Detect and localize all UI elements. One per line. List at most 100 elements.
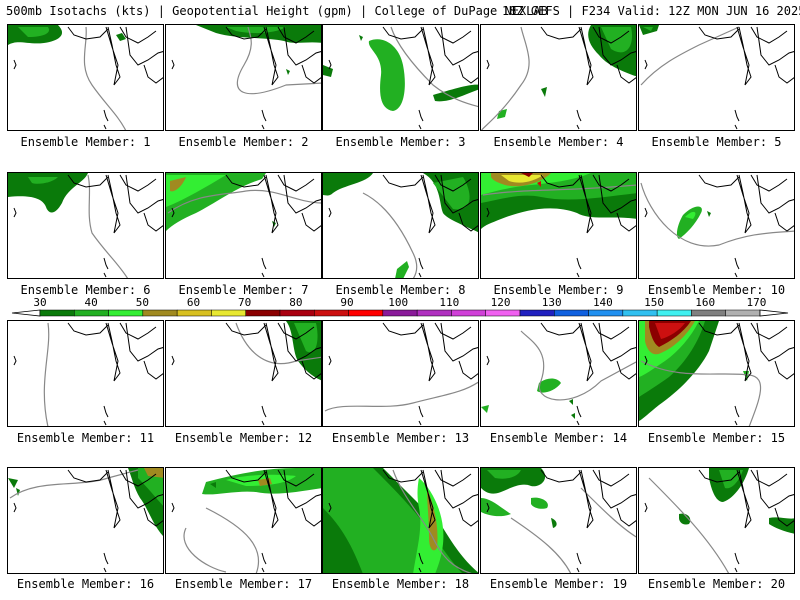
coastline-outline [458, 507, 478, 527]
coastline-outline [576, 124, 580, 130]
member-map [481, 468, 636, 573]
ensemble-map-panel [7, 172, 164, 279]
colorbar-swatch [314, 309, 349, 317]
member-label: Ensemble Member: 10 [647, 283, 786, 297]
member-label: Ensemble Member: 17 [174, 577, 313, 591]
coastline-outline [598, 174, 636, 214]
coastline-outline [261, 552, 267, 565]
coastline-outline [277, 26, 315, 44]
colorbar-tick-label: 120 [490, 296, 511, 309]
coastline-outline [598, 322, 636, 362]
colorbar-swatch [382, 309, 418, 317]
coastline-outline [225, 469, 267, 483]
colorbar-swatch [211, 309, 246, 317]
member-label: Ensemble Member: 15 [647, 431, 786, 445]
coastline-outline [734, 420, 738, 426]
height-contour [362, 192, 418, 278]
coastline-outline [119, 469, 157, 487]
coastline-outline [225, 26, 267, 40]
coastline-outline [105, 322, 121, 382]
height-contour [640, 26, 740, 86]
coastline-outline [263, 322, 279, 382]
ensemble-map-panel [7, 24, 164, 131]
height-contour [324, 381, 478, 412]
colorbar-swatch [691, 309, 726, 317]
coastline-outline [105, 469, 121, 529]
height-contour [392, 469, 472, 573]
coastline-outline [277, 174, 315, 192]
colorbar-tick-label: 50 [135, 296, 149, 309]
isotach-shading [487, 470, 521, 479]
coastline-outline [734, 567, 738, 573]
coastline-outline [576, 109, 582, 122]
coastline-outline [418, 124, 422, 130]
member-label: Ensemble Member: 9 [493, 283, 624, 297]
isotach-shading [433, 84, 478, 102]
coastline-outline [171, 502, 175, 513]
coastline-outline [382, 469, 424, 483]
coastline-outline [382, 322, 424, 336]
coastline-outline [540, 26, 582, 40]
coastline-outline [328, 502, 332, 513]
coastline-outline [644, 502, 648, 513]
ensemble-map-panel [480, 24, 637, 131]
height-contour [481, 26, 530, 130]
member-label: Ensemble Member: 7 [178, 283, 309, 297]
ensemble-map-panel [165, 24, 322, 131]
coastline-outline [382, 174, 424, 188]
coastline-outline [698, 322, 740, 336]
member-map [639, 321, 794, 426]
coastline-outline [261, 567, 265, 573]
isotach-shading [323, 65, 333, 77]
ensemble-map-panel [638, 172, 795, 279]
coastline-outline [576, 405, 582, 418]
coastline-outline [171, 59, 175, 70]
height-contour [167, 189, 321, 214]
coastline-outline [13, 207, 17, 218]
member-map [323, 173, 478, 278]
coastline-outline [263, 174, 279, 234]
coastline-outline [382, 26, 424, 40]
coastline-outline [750, 174, 788, 192]
coastline-outline [301, 212, 321, 232]
coastline-outline [125, 469, 163, 509]
member-label: Ensemble Member: 5 [651, 135, 782, 149]
coastline-outline [263, 469, 279, 529]
isotach-shading [28, 177, 58, 184]
ensemble-map-panel [7, 467, 164, 574]
coastline-outline [418, 405, 424, 418]
coastline-outline [261, 124, 265, 130]
isotach-shading [226, 27, 286, 34]
map-title: 500mb Isotachs (kts) | Geopotential Heig… [6, 4, 548, 18]
coastline-outline [328, 207, 332, 218]
isotach-shading [569, 399, 573, 405]
colorbar-tick-label: 140 [592, 296, 613, 309]
colorbar-tick-label: 170 [746, 296, 767, 309]
colorbar-swatch [451, 309, 486, 317]
member-label: Ensemble Member: 11 [16, 431, 155, 445]
coastline-outline [486, 502, 490, 513]
coastline-outline [616, 360, 636, 380]
coastline-outline [592, 322, 630, 340]
member-map [171, 321, 321, 426]
colorbar-tick-label: 40 [84, 296, 98, 309]
colorbar-swatch [245, 309, 281, 317]
coastline-outline [440, 322, 478, 362]
member-map [481, 173, 636, 278]
coastline-outline [301, 64, 321, 84]
coastline-outline [578, 174, 594, 234]
coastline-outline [750, 322, 788, 340]
isotach-shading [294, 323, 318, 353]
coastline-outline [578, 26, 594, 86]
coastline-outline [328, 355, 332, 366]
coastline-outline [283, 174, 321, 214]
coastline-outline [734, 124, 738, 130]
coastline-outline [103, 124, 107, 130]
colorbar-tick-label: 60 [186, 296, 201, 309]
isotach-shading [323, 173, 373, 196]
coastline-outline [698, 469, 740, 483]
member-map [640, 174, 794, 278]
ensemble-map-panel [638, 467, 795, 574]
isotach-shading [571, 413, 575, 419]
